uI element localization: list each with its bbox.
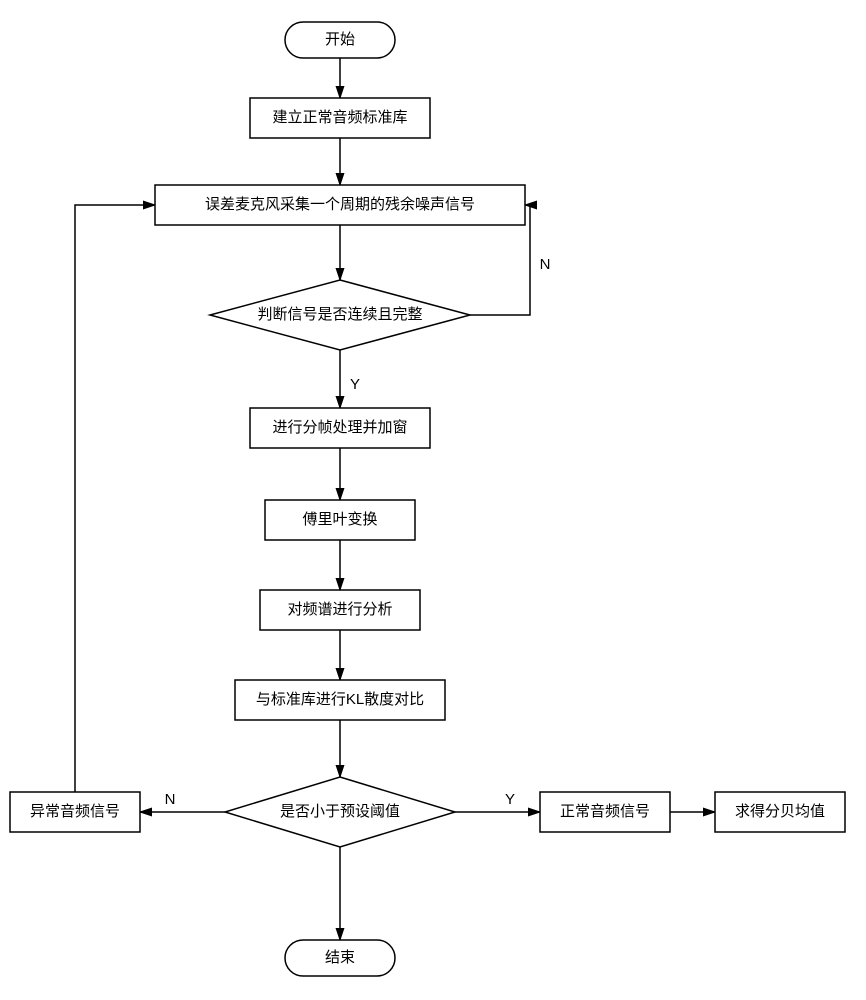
node-label: 正常音频信号 <box>560 803 650 820</box>
edge-label: Y <box>505 791 515 808</box>
node-n5: 对频谱进行分析 <box>260 590 420 630</box>
node-label: 异常音频信号 <box>30 803 120 820</box>
edge-label: N <box>165 791 176 808</box>
node-label: 结束 <box>325 949 355 966</box>
node-label: 傅里叶变换 <box>302 511 377 528</box>
node-norm: 正常音频信号 <box>540 792 670 832</box>
node-label: 与标准库进行KL散度对比 <box>256 691 424 708</box>
flowchart-canvas: 开始建立正常音频标准库误差麦克风采集一个周期的残余噪声信号判断信号是否连续且完整… <box>0 0 866 1000</box>
node-n6: 与标准库进行KL散度对比 <box>235 680 445 720</box>
node-end: 结束 <box>285 940 395 976</box>
edge-label: Y <box>350 376 360 393</box>
node-label: 对频谱进行分析 <box>287 601 392 618</box>
node-label: 进行分帧处理并加窗 <box>272 418 407 436</box>
node-mean: 求得分贝均值 <box>715 792 845 832</box>
node-label: 误差麦克风采集一个周期的残余噪声信号 <box>205 195 475 213</box>
node-start: 开始 <box>285 22 395 58</box>
node-d2: 是否小于预设阈值 <box>225 777 455 847</box>
edge-label: N <box>540 256 551 273</box>
node-n2: 误差麦克风采集一个周期的残余噪声信号 <box>155 185 525 225</box>
node-label: 建立正常音频标准库 <box>272 109 407 126</box>
edge <box>75 205 155 792</box>
node-d1: 判断信号是否连续且完整 <box>210 280 470 350</box>
node-label: 求得分贝均值 <box>735 803 825 820</box>
node-n4: 傅里叶变换 <box>265 500 415 540</box>
node-label: 是否小于预设阈值 <box>280 803 400 820</box>
node-n1: 建立正常音频标准库 <box>250 98 430 138</box>
node-label: 开始 <box>325 31 355 48</box>
node-abn: 异常音频信号 <box>10 792 140 832</box>
node-n3: 进行分帧处理并加窗 <box>250 408 430 448</box>
node-label: 判断信号是否连续且完整 <box>257 306 422 323</box>
